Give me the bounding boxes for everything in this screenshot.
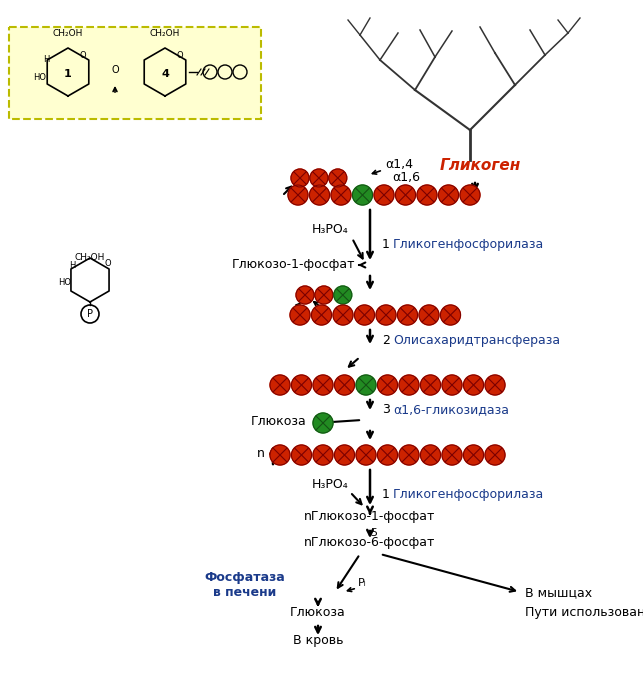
Text: Гликоген: Гликоген [439, 158, 521, 173]
Text: В мышцах: В мышцах [525, 586, 592, 599]
Text: nГлюкозо-6-фосфат: nГлюкозо-6-фосфат [304, 536, 436, 549]
Text: CH₂OH: CH₂OH [53, 29, 83, 38]
Circle shape [291, 375, 311, 395]
Text: O: O [105, 259, 111, 268]
Circle shape [442, 445, 462, 465]
Circle shape [291, 445, 311, 465]
Circle shape [374, 185, 394, 205]
Circle shape [395, 185, 415, 205]
Circle shape [421, 445, 440, 465]
Text: 1: 1 [64, 69, 72, 79]
Text: HO: HO [59, 278, 71, 287]
Text: 4: 4 [161, 69, 169, 79]
Text: H: H [69, 261, 75, 270]
Text: Глюкозо-1-фосфат: Глюкозо-1-фосфат [231, 258, 355, 271]
Circle shape [376, 305, 396, 325]
Text: α1,4: α1,4 [385, 158, 413, 171]
Circle shape [313, 413, 333, 433]
Text: H₃PO₄: H₃PO₄ [312, 223, 349, 236]
Circle shape [334, 375, 354, 395]
Circle shape [460, 185, 480, 205]
Text: H: H [43, 55, 49, 64]
Circle shape [288, 185, 308, 205]
Text: 1: 1 [382, 238, 390, 251]
Circle shape [333, 305, 353, 325]
Circle shape [331, 185, 351, 205]
Text: В кровь: В кровь [293, 634, 343, 647]
Circle shape [440, 305, 460, 325]
Circle shape [377, 445, 397, 465]
Circle shape [270, 375, 290, 395]
Circle shape [334, 286, 352, 304]
Text: O: O [111, 65, 119, 75]
Text: Pᵢ: Pᵢ [358, 578, 367, 588]
Text: CH₂OH: CH₂OH [150, 29, 180, 38]
Text: Гликогенфосфорилаза: Гликогенфосфорилаза [393, 238, 544, 251]
Text: HO: HO [33, 73, 46, 82]
Text: O: O [177, 51, 183, 60]
Text: Фосфатаза
в печени: Фосфатаза в печени [204, 571, 285, 599]
Circle shape [329, 169, 347, 187]
Text: α1,6-гликозидаза: α1,6-гликозидаза [393, 403, 509, 416]
Circle shape [442, 375, 462, 395]
Text: Пути использования: Пути использования [525, 606, 643, 619]
Circle shape [309, 185, 329, 205]
Circle shape [399, 445, 419, 465]
Text: n: n [257, 447, 265, 460]
Text: H₃PO₄: H₃PO₄ [312, 478, 349, 491]
Text: CH₂OH: CH₂OH [75, 253, 105, 262]
Text: O: O [80, 51, 86, 60]
Circle shape [485, 445, 505, 465]
Text: 5: 5 [370, 528, 377, 538]
Text: 3: 3 [382, 403, 390, 416]
Circle shape [356, 375, 376, 395]
Text: 2: 2 [382, 334, 390, 347]
Circle shape [485, 375, 505, 395]
Text: Глюкоза: Глюкоза [251, 415, 307, 428]
Text: nГлюкозо-1-фосфат: nГлюкозо-1-фосфат [304, 510, 436, 523]
Circle shape [290, 305, 310, 325]
Circle shape [464, 375, 484, 395]
Circle shape [310, 169, 328, 187]
Circle shape [377, 375, 397, 395]
Text: Олисахаридтрансфераза: Олисахаридтрансфераза [393, 334, 560, 347]
Circle shape [397, 305, 417, 325]
Text: Глюкоза: Глюкоза [290, 606, 346, 619]
Text: α1,6: α1,6 [392, 171, 420, 184]
Circle shape [439, 185, 458, 205]
Text: Гликогенфосфорилаза: Гликогенфосфорилаза [393, 488, 544, 501]
FancyBboxPatch shape [9, 27, 261, 119]
Circle shape [311, 305, 332, 325]
Circle shape [417, 185, 437, 205]
Circle shape [421, 375, 440, 395]
Circle shape [354, 305, 374, 325]
Circle shape [313, 445, 333, 465]
Circle shape [270, 445, 290, 465]
Circle shape [313, 375, 333, 395]
Circle shape [334, 445, 354, 465]
Circle shape [399, 375, 419, 395]
Circle shape [356, 445, 376, 465]
Circle shape [419, 305, 439, 325]
Circle shape [291, 169, 309, 187]
Circle shape [352, 185, 372, 205]
Text: P: P [87, 309, 93, 319]
Text: 1: 1 [382, 488, 390, 501]
Circle shape [464, 445, 484, 465]
Circle shape [296, 286, 314, 304]
Circle shape [315, 286, 333, 304]
